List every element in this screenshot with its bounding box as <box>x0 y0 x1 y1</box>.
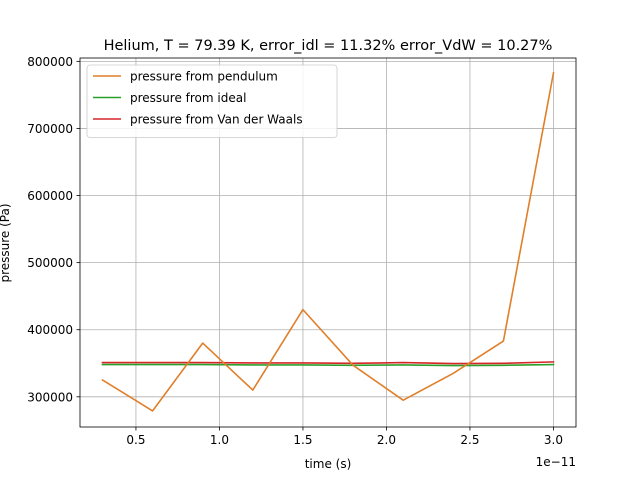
legend-box <box>86 64 338 138</box>
legend-label: pressure from pendulum <box>130 70 278 84</box>
x-tick-label: 0.5 <box>126 433 145 447</box>
x-tick-label: 2.5 <box>460 433 479 447</box>
legend-label: pressure from Van der Waals <box>130 113 303 127</box>
axis-ticks: 0.5 1.0 1.5 2.0 2.5 3.0 300000 400000 500000 6000… <box>27 55 563 447</box>
x-axis-label: time (s) <box>305 457 352 471</box>
y-tick-label: 500000 <box>27 256 73 270</box>
plot-frame <box>79 57 577 428</box>
legend: pressure from pendulum pressure from idea… <box>86 64 338 138</box>
x-tick-label: 1.0 <box>210 433 229 447</box>
series-line-2 <box>101 361 555 365</box>
series-line-0 <box>101 71 555 412</box>
y-axis-label: pressure (Pa) <box>0 203 12 282</box>
x-tick-label: 3.0 <box>544 433 563 447</box>
x-tick-label: 2.0 <box>377 433 396 447</box>
legend-label: pressure from ideal <box>130 91 246 105</box>
series-lines <box>101 71 555 412</box>
x-axis-offset-label: 1e−11 <box>536 455 576 469</box>
y-tick-label: 700000 <box>27 122 73 136</box>
y-tick-label: 800000 <box>27 55 73 69</box>
series-line-1 <box>101 363 555 367</box>
x-tick-label: 1.5 <box>293 433 312 447</box>
y-tick-label: 600000 <box>27 189 73 203</box>
chart-title: Helium, T = 79.39 K, error_idl = 11.32% … <box>104 38 553 54</box>
y-tick-label: 400000 <box>27 323 73 337</box>
y-tick-label: 300000 <box>27 390 73 404</box>
